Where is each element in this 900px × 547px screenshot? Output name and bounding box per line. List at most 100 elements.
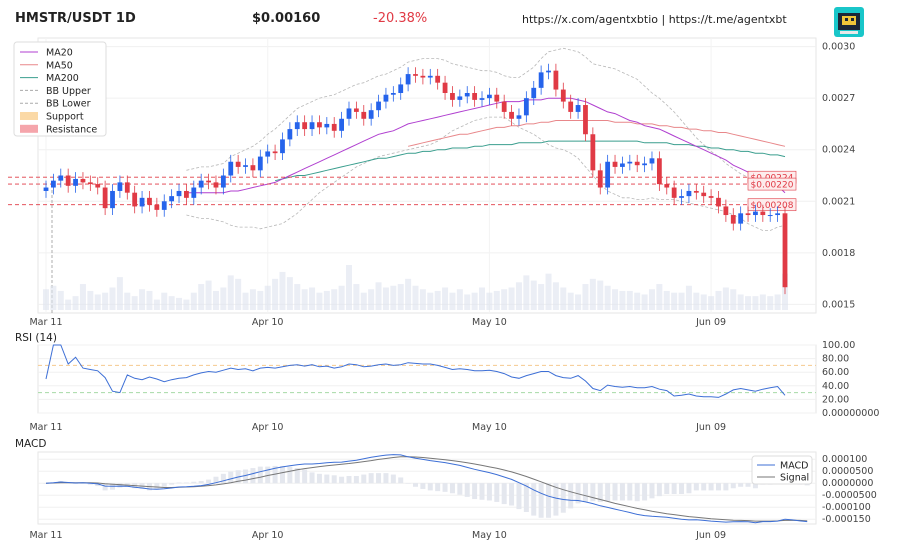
macd-series	[45, 454, 808, 524]
volume-bar	[552, 282, 559, 310]
macd-histogram-bar	[302, 469, 308, 484]
volume-bar	[515, 282, 522, 310]
macd-histogram-bar	[442, 483, 448, 492]
candle-body	[102, 187, 108, 209]
candle-body	[87, 182, 93, 185]
candle-body	[767, 215, 773, 217]
macd-histogram-bar	[723, 483, 729, 491]
volume-bar	[560, 287, 567, 310]
candle-body	[664, 184, 670, 188]
rsi-y-tick-label: 20.00	[822, 394, 849, 405]
candle-body	[546, 70, 551, 73]
macd-histogram-bar	[546, 483, 552, 518]
candle-body	[642, 163, 647, 166]
candle-body	[361, 111, 367, 119]
macd-histogram-bar	[420, 483, 426, 489]
price-x-tick-label: Mar 11	[29, 317, 62, 328]
candle-body	[509, 111, 514, 119]
candle-body	[110, 190, 115, 209]
macd-histogram-bar	[398, 477, 404, 484]
macd-histogram-bar	[656, 483, 662, 497]
macd-y-tick-label: 0.0000500	[822, 466, 873, 477]
macd-histogram-bar	[523, 483, 529, 512]
price-panel-frame	[37, 37, 817, 314]
macd-histogram-bar	[405, 483, 411, 484]
macd-histogram-bar	[560, 483, 566, 513]
macd-histogram-bar	[257, 466, 263, 484]
volume-bar	[604, 285, 611, 310]
macd-histogram-bar	[176, 482, 182, 484]
candle-body	[213, 182, 219, 188]
macd-histogram-bar	[664, 483, 670, 494]
candle-body	[331, 123, 337, 131]
macd-histogram-bar	[183, 482, 189, 484]
volume-bar	[582, 284, 589, 310]
volume-bar	[538, 284, 545, 310]
volume-bar	[286, 277, 293, 310]
volume-bar	[190, 292, 197, 310]
volume-bar	[434, 290, 441, 310]
candle-body	[43, 187, 49, 191]
macd-histogram-bar	[679, 483, 685, 494]
candle-body	[95, 184, 101, 188]
candle-body	[523, 98, 529, 116]
macd-histogram-bar	[80, 483, 86, 484]
candle-body	[184, 190, 189, 198]
macd-y-tick-label: 0.0000000	[822, 478, 873, 489]
candle-body	[65, 175, 71, 186]
volume-bar	[323, 290, 330, 310]
candle-body	[494, 94, 500, 102]
volume-bar	[368, 289, 375, 310]
candle-body	[161, 201, 167, 210]
volume-bar	[235, 278, 242, 310]
macd-histogram-bar	[605, 483, 611, 502]
volume-bar	[272, 278, 279, 310]
legend-swatch	[20, 112, 38, 120]
volume-bar	[752, 296, 759, 310]
volume-bar	[397, 284, 404, 310]
volume-bar	[131, 296, 138, 310]
volume-bar	[612, 289, 619, 310]
candle-body	[191, 187, 197, 198]
bb-lower-series	[186, 116, 786, 231]
ma50-series	[407, 120, 786, 147]
candle-body	[730, 215, 736, 224]
volume-bar	[220, 287, 227, 310]
volume-bar	[382, 287, 389, 310]
candle-body	[679, 196, 684, 198]
price-x-tick-label: Jun 09	[695, 317, 726, 328]
volume-bar	[693, 292, 700, 310]
macd-y-tick-label: -0.0000500	[822, 490, 877, 501]
volume-bar	[737, 294, 744, 310]
macd-histogram-bar	[413, 483, 418, 487]
macd-histogram-bar	[331, 475, 337, 484]
macd-histogram-bar	[95, 483, 101, 487]
macd-histogram-bar	[309, 472, 315, 484]
volume-bar	[57, 290, 64, 310]
candle-body	[139, 197, 145, 207]
macd-histogram-bar	[73, 483, 79, 484]
candle-body	[760, 211, 766, 216]
macd-histogram-bar	[43, 483, 49, 484]
candle-body	[317, 122, 322, 128]
volume-bar	[545, 273, 552, 310]
candle-body	[405, 74, 411, 85]
candle-body	[738, 213, 744, 224]
candle-body	[583, 105, 588, 135]
macd-y-tick-label: -0.000100	[822, 502, 871, 513]
volume-bar	[242, 292, 249, 310]
macd-histogram-bar	[161, 483, 167, 487]
social-links[interactable]: https://x.com/agentxbtio | https://t.me/…	[522, 13, 787, 26]
candle-body	[501, 101, 507, 112]
candle-body	[413, 74, 418, 76]
candle-body	[124, 182, 130, 193]
volume-bar	[212, 290, 219, 310]
price-y-tick-label: 0.0030	[822, 42, 855, 53]
candle-body	[427, 75, 433, 78]
candle-body	[442, 82, 448, 93]
candle-body	[220, 175, 226, 188]
macd-histogram-bar	[427, 483, 433, 491]
macd-histogram-bar	[250, 468, 256, 484]
volume-bar	[626, 290, 633, 310]
